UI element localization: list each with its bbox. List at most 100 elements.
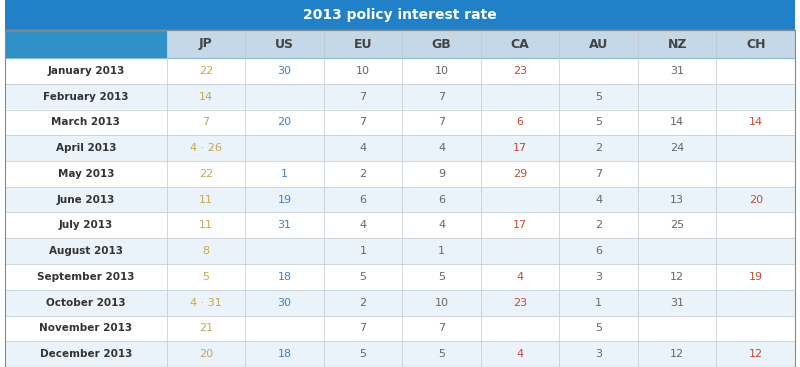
Text: 7: 7	[359, 117, 366, 127]
Text: 18: 18	[278, 349, 291, 359]
Text: 25: 25	[670, 220, 684, 230]
Text: EU: EU	[354, 37, 372, 51]
Text: 22: 22	[199, 66, 213, 76]
Text: 1: 1	[281, 169, 288, 179]
Text: 6: 6	[438, 195, 445, 205]
Text: 5: 5	[438, 349, 445, 359]
Text: 2: 2	[595, 220, 602, 230]
Text: August 2013: August 2013	[49, 246, 123, 256]
Text: 2: 2	[595, 143, 602, 153]
Text: 12: 12	[749, 349, 762, 359]
Text: JP: JP	[199, 37, 213, 51]
Bar	[5, 316, 795, 341]
Bar	[5, 109, 795, 135]
Text: 4: 4	[359, 143, 366, 153]
Text: 5: 5	[359, 272, 366, 282]
Text: 7: 7	[438, 92, 445, 102]
Bar	[717, 30, 795, 58]
Text: 22: 22	[199, 169, 213, 179]
Text: 20: 20	[278, 117, 291, 127]
Text: 13: 13	[670, 195, 684, 205]
Text: CH: CH	[746, 37, 766, 51]
Text: 18: 18	[278, 272, 291, 282]
Text: 6: 6	[517, 117, 524, 127]
Text: 12: 12	[670, 272, 684, 282]
Bar	[402, 30, 481, 58]
Text: GB: GB	[432, 37, 451, 51]
Text: 5: 5	[595, 323, 602, 333]
Text: 14: 14	[749, 117, 762, 127]
Text: 20: 20	[749, 195, 762, 205]
Text: 1: 1	[438, 246, 445, 256]
Bar	[5, 341, 795, 367]
Text: 5: 5	[202, 272, 210, 282]
Text: 3: 3	[595, 272, 602, 282]
Text: 30: 30	[278, 66, 291, 76]
Text: 4: 4	[438, 220, 445, 230]
Bar	[5, 135, 795, 161]
Text: 7: 7	[359, 323, 366, 333]
Text: 3: 3	[595, 349, 602, 359]
Bar	[5, 84, 795, 109]
Text: 7: 7	[438, 323, 445, 333]
Text: 6: 6	[359, 195, 366, 205]
Text: 14: 14	[199, 92, 213, 102]
Text: 4 · 26: 4 · 26	[190, 143, 222, 153]
Text: December 2013: December 2013	[40, 349, 132, 359]
Bar	[5, 161, 795, 187]
Text: May 2013: May 2013	[58, 169, 114, 179]
Text: NZ: NZ	[667, 37, 687, 51]
Text: 7: 7	[359, 92, 366, 102]
Text: October 2013: October 2013	[46, 298, 126, 308]
Text: 7: 7	[202, 117, 210, 127]
Text: 7: 7	[595, 169, 602, 179]
Bar	[5, 30, 166, 58]
Text: 20: 20	[199, 349, 213, 359]
Text: March 2013: March 2013	[51, 117, 120, 127]
Text: 17: 17	[513, 143, 527, 153]
Text: 11: 11	[199, 220, 213, 230]
Bar	[481, 30, 559, 58]
Text: 23: 23	[513, 298, 527, 308]
Text: April 2013: April 2013	[55, 143, 116, 153]
Text: 1: 1	[359, 246, 366, 256]
Text: 5: 5	[595, 117, 602, 127]
Bar	[559, 30, 638, 58]
Text: 23: 23	[513, 66, 527, 76]
Text: 30: 30	[278, 298, 291, 308]
Bar	[5, 264, 795, 290]
Text: 19: 19	[749, 272, 762, 282]
Text: 1: 1	[595, 298, 602, 308]
Text: 29: 29	[513, 169, 527, 179]
Text: 5: 5	[438, 272, 445, 282]
Text: 31: 31	[670, 298, 684, 308]
Text: November 2013: November 2013	[39, 323, 133, 333]
Text: 4: 4	[517, 349, 524, 359]
Bar	[166, 30, 246, 58]
Text: 4: 4	[438, 143, 445, 153]
Text: 4: 4	[359, 220, 366, 230]
Text: 31: 31	[278, 220, 291, 230]
Bar	[5, 290, 795, 316]
Text: 17: 17	[513, 220, 527, 230]
Text: 10: 10	[434, 298, 449, 308]
Text: 5: 5	[595, 92, 602, 102]
Text: 2: 2	[359, 169, 366, 179]
Text: CA: CA	[510, 37, 530, 51]
Text: 12: 12	[670, 349, 684, 359]
Text: 24: 24	[670, 143, 684, 153]
Bar	[5, 58, 795, 84]
Text: 11: 11	[199, 195, 213, 205]
Text: 4: 4	[517, 272, 524, 282]
Text: 10: 10	[356, 66, 370, 76]
Text: 5: 5	[359, 349, 366, 359]
Text: 9: 9	[438, 169, 445, 179]
Text: 31: 31	[670, 66, 684, 76]
Text: 7: 7	[438, 117, 445, 127]
Text: 4: 4	[595, 195, 602, 205]
Bar	[638, 30, 717, 58]
Bar	[324, 30, 402, 58]
Text: June 2013: June 2013	[57, 195, 115, 205]
Text: 4 · 31: 4 · 31	[190, 298, 222, 308]
Bar	[5, 238, 795, 264]
